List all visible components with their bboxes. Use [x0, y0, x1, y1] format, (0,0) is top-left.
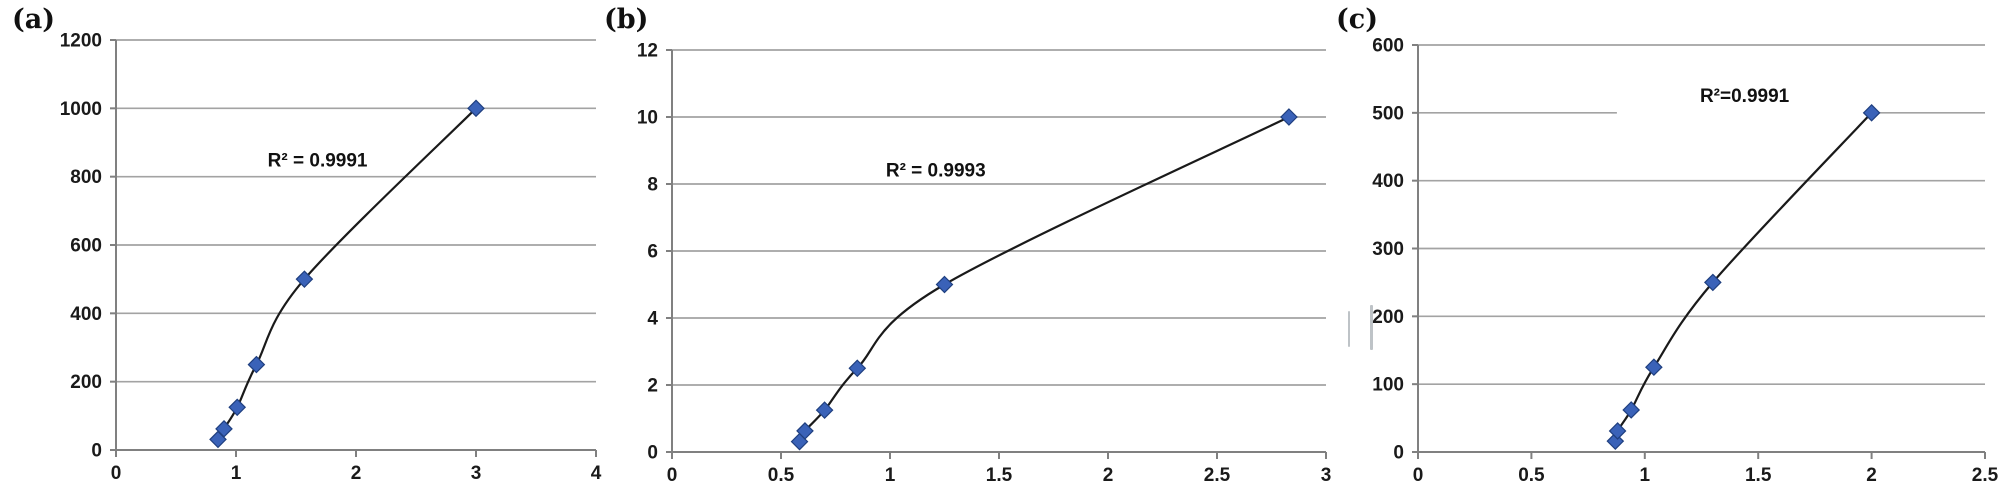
- y-tick-label: 1200: [60, 31, 102, 52]
- y-tick-label: 200: [1372, 307, 1404, 328]
- y-tick-label: 0: [91, 441, 102, 462]
- data-point-marker: [1622, 401, 1641, 419]
- x-tick-label: 0.5: [768, 465, 795, 486]
- y-tick-label: 12: [637, 41, 658, 62]
- x-tick-label: 3: [1321, 465, 1332, 486]
- y-tick-label: 8: [647, 175, 658, 196]
- x-tick-label: 2: [1866, 465, 1877, 486]
- y-tick-label: 600: [1372, 36, 1404, 57]
- x-tick-label: 1: [1640, 465, 1651, 486]
- x-tick-label: 1: [885, 465, 896, 486]
- y-tick-label: 4: [647, 309, 658, 330]
- y-tick-label: 0: [647, 443, 658, 464]
- stray-mark-artifact: [1370, 305, 1373, 350]
- x-tick-label: 3: [471, 463, 482, 484]
- data-point-marker: [1608, 422, 1627, 440]
- x-tick-label: 0: [1413, 465, 1424, 486]
- data-point-marker: [295, 270, 314, 289]
- data-point-marker: [1606, 432, 1625, 450]
- x-tick-label: 1.5: [986, 465, 1013, 486]
- y-tick-label: 10: [637, 108, 658, 129]
- y-tick-label: 300: [1372, 239, 1404, 260]
- x-tick-label: 0: [111, 463, 122, 484]
- trend-curve: [798, 115, 1290, 443]
- data-point-marker: [1645, 358, 1663, 377]
- y-tick-label: 2: [647, 376, 658, 397]
- data-point-marker: [935, 275, 954, 294]
- data-point-marker: [796, 422, 814, 440]
- data-point-marker: [1862, 103, 1881, 122]
- data-point-marker: [467, 99, 485, 118]
- data-point-marker: [215, 419, 233, 438]
- x-tick-label: 1.5: [1745, 465, 1772, 486]
- panel-label-c: (c): [1336, 4, 1378, 35]
- y-tick-label: 400: [1372, 171, 1404, 192]
- data-point-marker: [228, 398, 247, 417]
- x-tick-label: 0.5: [1518, 465, 1545, 486]
- y-tick-label: 6: [647, 242, 658, 263]
- y-tick-label: 1000: [60, 99, 102, 120]
- stray-mark-artifact: [1348, 311, 1350, 347]
- r2-annotation: R²=0.9991: [1700, 86, 1790, 107]
- y-tick-label: 500: [1372, 103, 1404, 124]
- r2-annotation: R² = 0.9991: [268, 150, 368, 171]
- x-tick-label: 2: [351, 463, 362, 484]
- trend-curve: [1614, 111, 1873, 443]
- y-tick-label: 400: [70, 304, 102, 325]
- y-tick-label: 800: [70, 167, 102, 188]
- y-tick-label: 600: [70, 236, 102, 257]
- y-tick-label: 200: [70, 372, 102, 393]
- x-tick-label: 2: [1103, 465, 1114, 486]
- data-point-marker: [247, 355, 266, 374]
- y-tick-label: 100: [1372, 375, 1404, 396]
- x-tick-label: 2.5: [1972, 465, 1999, 486]
- x-tick-label: 1: [231, 463, 242, 484]
- data-point-marker: [1280, 108, 1298, 126]
- y-tick-label: 0: [1393, 443, 1404, 464]
- x-tick-label: 2.5: [1204, 465, 1231, 486]
- panel-label-a: (a): [12, 4, 56, 35]
- panel-label-b: (b): [604, 4, 649, 35]
- x-tick-label: 4: [591, 463, 602, 484]
- data-point-marker: [848, 359, 867, 378]
- r2-annotation: R² = 0.9993: [886, 161, 986, 182]
- data-point-marker: [1703, 273, 1722, 292]
- x-tick-label: 0: [667, 465, 678, 486]
- data-point-marker: [815, 401, 834, 419]
